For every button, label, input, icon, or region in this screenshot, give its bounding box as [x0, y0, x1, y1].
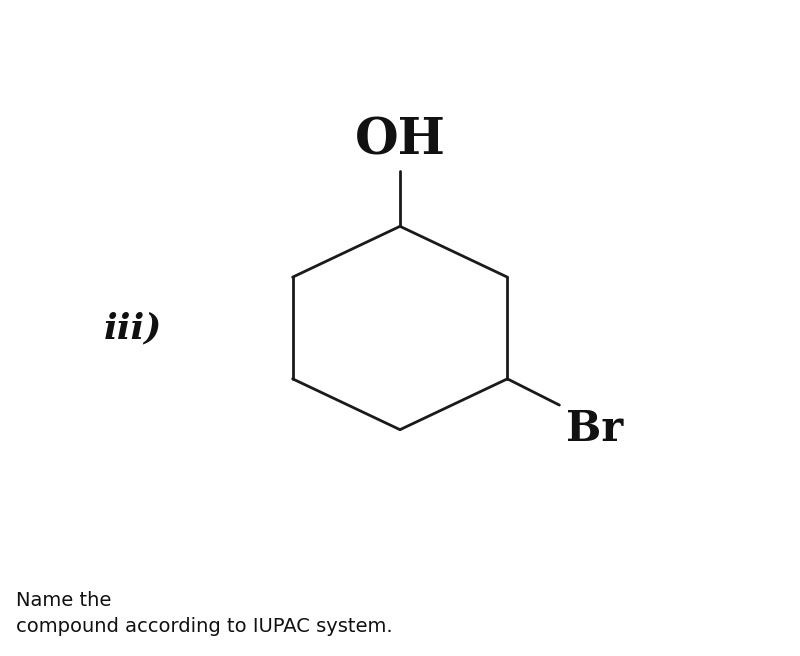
- Text: compound according to IUPAC system.: compound according to IUPAC system.: [16, 617, 393, 636]
- Text: OH: OH: [354, 116, 446, 165]
- Text: iii): iii): [104, 311, 162, 345]
- Text: Br: Br: [566, 408, 623, 451]
- Text: Name the: Name the: [16, 591, 111, 609]
